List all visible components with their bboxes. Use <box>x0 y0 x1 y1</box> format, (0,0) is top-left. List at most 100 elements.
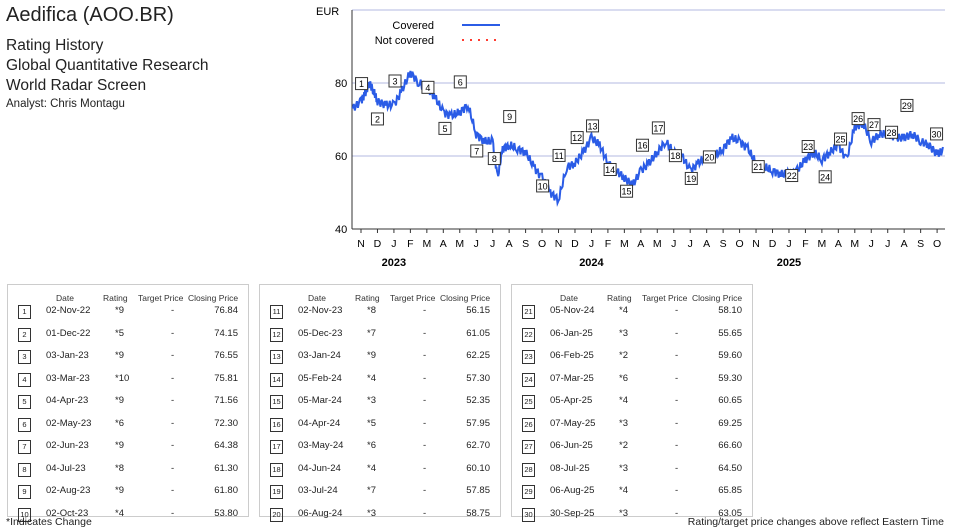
close-cell: 57.95 <box>466 417 490 429</box>
rating-cell: *3 <box>619 507 628 519</box>
rating-number: 27 <box>522 440 535 454</box>
close-cell: 64.50 <box>718 462 742 474</box>
rating-marker-label: 30 <box>932 129 942 139</box>
rating-cell: *2 <box>619 350 628 361</box>
x-tick-label: O <box>933 238 941 250</box>
table-row: 13 03-Jan-24 *9 - 62.25 <box>260 348 500 364</box>
table-row: 18 04-Jun-24 *4 - 60.10 <box>260 461 500 477</box>
target-cell: - <box>675 485 679 496</box>
rating-cell: *2 <box>619 440 628 451</box>
col-close: Closing Price <box>188 293 239 303</box>
rating-marker <box>355 77 369 91</box>
rating-number: 16 <box>270 417 283 432</box>
rating-marker <box>536 179 550 193</box>
rating-cell: *7 <box>367 327 376 339</box>
rating-number: 13 <box>270 350 283 364</box>
rating-number: 12 <box>270 327 283 342</box>
close-cell: 74.15 <box>214 327 238 339</box>
x-tick-label: A <box>506 238 513 250</box>
rating-marker-label: 6 <box>458 77 463 87</box>
target-cell: - <box>171 462 175 474</box>
rating-number: 14 <box>270 372 283 387</box>
rating-cell: *4 <box>619 485 628 496</box>
close-cell: 60.65 <box>718 395 742 406</box>
rating-cell: *9 <box>115 440 124 451</box>
rating-marker <box>930 127 944 141</box>
rating-marker-label: 17 <box>653 123 663 133</box>
target-cell: - <box>171 372 175 384</box>
table-row: 26 07-May-25 *3 - 69.25 <box>512 416 752 432</box>
close-cell: 65.85 <box>718 485 742 496</box>
close-cell: 59.60 <box>718 350 742 361</box>
close-cell: 61.80 <box>214 485 238 496</box>
x-tick-label: M <box>850 238 859 250</box>
col-target: Target Price <box>390 293 436 303</box>
rating-cell: *6 <box>367 440 376 451</box>
x-tick-label: J <box>589 238 594 250</box>
rating-marker-label: 24 <box>820 172 830 182</box>
rating-marker-label: 21 <box>753 162 763 172</box>
date-cell: 05-Feb-24 <box>298 372 342 384</box>
rating-number: 4 <box>18 372 31 387</box>
rating-number: 11 <box>270 305 283 319</box>
x-tick-label: A <box>835 238 842 250</box>
date-cell: 04-Jun-24 <box>298 462 341 474</box>
col-date: Date <box>308 293 326 303</box>
rating-marker <box>635 138 649 152</box>
target-cell: - <box>171 507 175 519</box>
rating-marker-label: 3 <box>393 76 398 86</box>
date-cell: 03-Jan-23 <box>46 350 89 361</box>
rating-number: 18 <box>270 462 283 477</box>
rating-cell: *8 <box>115 462 124 474</box>
rating-cell: *8 <box>367 305 376 316</box>
rating-number: 22 <box>522 327 535 342</box>
rating-marker <box>785 169 799 183</box>
table-row: 8 04-Jul-23 *8 - 61.30 <box>8 461 248 477</box>
date-cell: 02-Aug-23 <box>46 485 91 496</box>
col-target: Target Price <box>642 293 688 303</box>
x-tick-label: D <box>769 238 777 250</box>
x-tick-label: N <box>357 238 365 250</box>
target-cell: - <box>423 417 427 429</box>
table-row: 9 02-Aug-23 *9 - 61.80 <box>8 483 248 499</box>
close-cell: 56.15 <box>466 305 490 316</box>
rating-marker-label: 18 <box>670 151 680 161</box>
x-tick-label: J <box>869 238 874 250</box>
rating-marker-label: 28 <box>887 128 897 138</box>
date-cell: 02-Oct-23 <box>46 507 89 519</box>
table-row: 1 02-Nov-22 *9 - 76.84 <box>8 303 248 319</box>
date-cell: 30-Sep-25 <box>550 507 595 519</box>
date-cell: 03-Jan-24 <box>298 350 341 361</box>
target-cell: - <box>171 395 175 406</box>
rating-marker <box>586 119 600 133</box>
table-row: 25 05-Apr-25 *4 - 60.65 <box>512 393 752 409</box>
col-rating: Rating <box>103 293 128 303</box>
rating-cell: *4 <box>367 372 376 384</box>
rating-marker-label: 29 <box>902 101 912 111</box>
target-cell: - <box>171 305 175 316</box>
rating-marker-label: 11 <box>554 151 563 161</box>
table-row: 19 03-Jul-24 *7 - 57.85 <box>260 483 500 499</box>
date-cell: 02-Jun-23 <box>46 440 89 451</box>
table-row: 30 30-Sep-25 *3 - 63.05 <box>512 506 752 522</box>
table-row: 15 05-Mar-24 *3 - 52.35 <box>260 393 500 409</box>
series-covered <box>351 70 944 207</box>
legend-covered-label: Covered <box>392 20 434 32</box>
x-tick-label: J <box>688 238 693 250</box>
target-cell: - <box>171 485 175 496</box>
rating-number: 26 <box>522 417 535 432</box>
rating-number: 3 <box>18 350 31 364</box>
rating-marker-label: 10 <box>538 181 548 191</box>
year-label: 2025 <box>777 257 801 269</box>
col-date: Date <box>56 293 74 303</box>
close-cell: 71.56 <box>214 395 238 406</box>
close-cell: 69.25 <box>718 417 742 429</box>
date-cell: 04-Jul-23 <box>46 462 86 474</box>
table-row: 23 06-Feb-25 *2 - 59.60 <box>512 348 752 364</box>
rating-number: 19 <box>270 485 283 499</box>
rating-cell: *3 <box>619 417 628 429</box>
target-cell: - <box>423 327 427 339</box>
target-cell: - <box>423 440 427 451</box>
rating-marker-label: 13 <box>588 121 598 131</box>
table-row: 4 03-Mar-23 *10 - 75.81 <box>8 371 248 387</box>
